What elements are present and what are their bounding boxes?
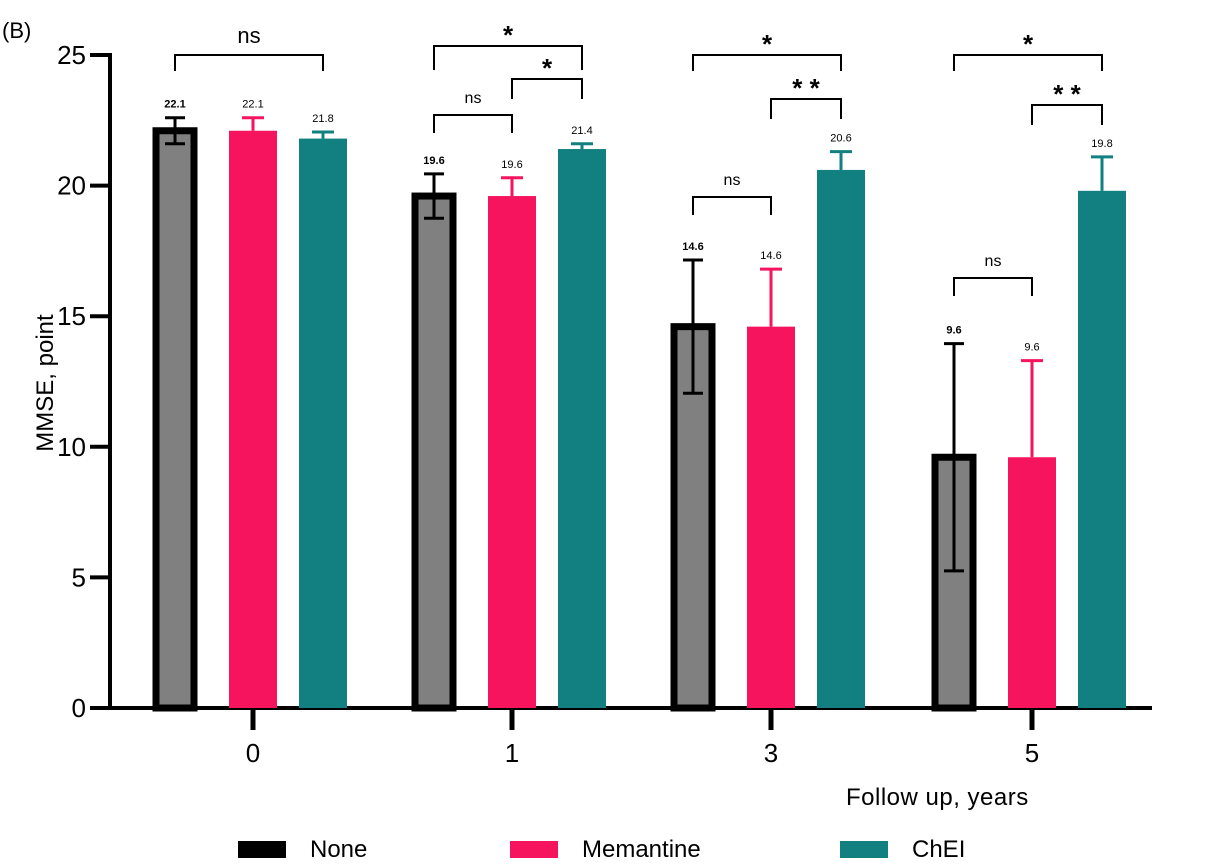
data-label: 9.6 (1024, 342, 1039, 354)
y-tick-label: 10 (57, 432, 86, 462)
data-label: 20.6 (830, 133, 851, 145)
legend-swatch-memantine (510, 841, 558, 858)
data-label: 22.1 (242, 99, 263, 111)
significance-bracket (953, 277, 1033, 296)
bar-none-0 (152, 127, 198, 712)
bar-chei-0 (299, 138, 347, 709)
significance-label: ns (724, 172, 741, 189)
bar-chei-3 (817, 169, 865, 709)
x-tick-label: 5 (1025, 738, 1039, 768)
significance-label: * (762, 29, 773, 59)
bar-memantine-1 (488, 196, 536, 708)
data-label: 19.8 (1091, 138, 1112, 150)
x-tick-label: 1 (505, 738, 519, 768)
bar-memantine-3 (747, 326, 795, 708)
legend-item-memantine: Memantine (510, 836, 701, 863)
data-label: 9.6 (946, 325, 961, 337)
legend-swatch-chei (840, 841, 888, 858)
x-tick-label: 3 (764, 738, 778, 768)
data-label: 19.6 (501, 159, 522, 171)
bar-memantine-0 (229, 130, 277, 709)
significance-bracket (770, 98, 842, 119)
legend-label-chei: ChEI (912, 835, 966, 863)
bar-none-1 (411, 192, 457, 712)
data-label: 21.8 (312, 113, 333, 125)
data-label: 14.6 (682, 241, 703, 253)
significance-label: * * (792, 73, 820, 103)
bar-memantine-5 (1008, 457, 1056, 708)
significance-bracket (174, 54, 324, 71)
significance-label: * (1023, 29, 1034, 59)
significance-bracket (692, 54, 842, 71)
significance-bracket (1031, 104, 1103, 125)
significance-label: ns (237, 23, 260, 48)
significance-bracket (511, 78, 583, 99)
legend-label-memantine: Memantine (582, 835, 701, 863)
legend-label-none: None (310, 835, 368, 863)
bar-chart: 0 5 10 15 20 25 0 1 3 5 22.1 19.6 14.6 9.6 22.1 19.6 14.… (57, 20, 1152, 768)
significance-label: ns (465, 90, 482, 107)
y-tick-label: 0 (72, 693, 86, 723)
significance-bracket (433, 45, 583, 70)
legend: None Memantine ChEI (0, 836, 1228, 863)
significance-bracket (692, 196, 772, 215)
significance-bracket (433, 114, 513, 133)
y-axis-title: MMSE, point (32, 314, 59, 452)
significance-bracket (953, 54, 1103, 71)
x-axis-title: Follow up, years (846, 784, 1029, 811)
significance-label: * * (1053, 79, 1081, 109)
significance-label: ns (985, 253, 1002, 270)
y-tick-label: 15 (57, 301, 86, 331)
significance-label: * (542, 53, 553, 83)
x-tick-label: 0 (246, 738, 260, 768)
legend-item-chei: ChEI (840, 836, 965, 863)
data-label: 14.6 (760, 250, 781, 262)
y-tick-label: 20 (57, 171, 86, 201)
bar-chei-5 (1078, 190, 1126, 709)
legend-swatch-none (238, 841, 286, 858)
bar-chei-1 (558, 149, 606, 709)
legend-item-none: None (238, 836, 367, 863)
data-label: 19.6 (423, 155, 444, 167)
significance-label: * (503, 20, 514, 50)
y-tick-label: 25 (57, 40, 86, 70)
data-label: 21.4 (571, 125, 592, 137)
panel-label: (B) (2, 18, 32, 43)
data-label: 22.1 (164, 99, 185, 111)
y-tick-label: 5 (72, 562, 86, 592)
